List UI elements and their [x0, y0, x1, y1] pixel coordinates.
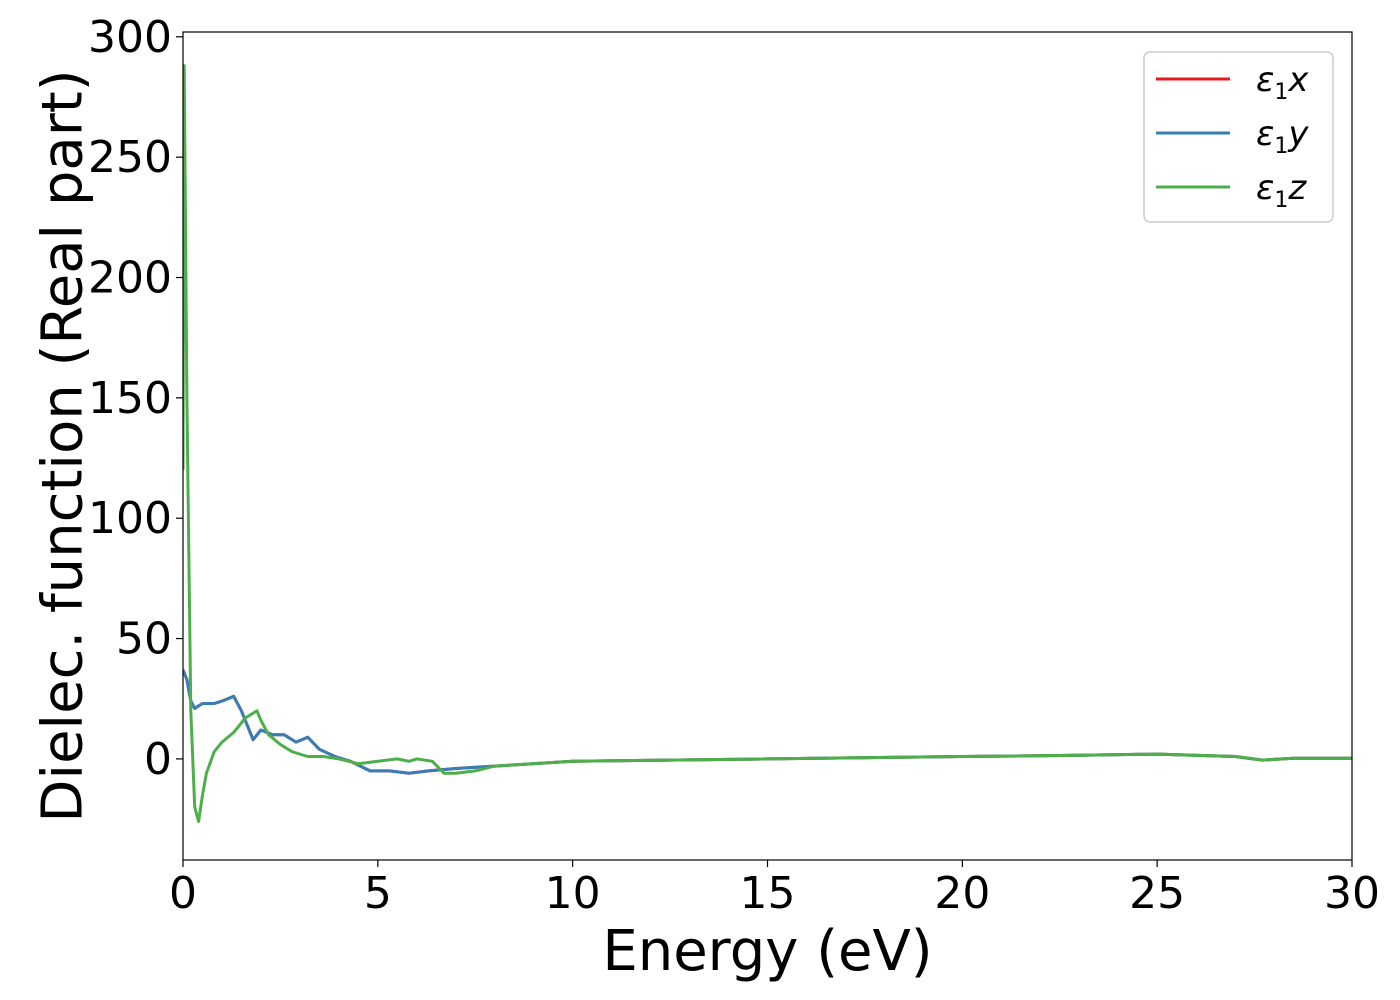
y-tick-label: 250 [88, 132, 172, 183]
x-tick-label: 10 [545, 868, 601, 919]
y-tick-label: 50 [116, 614, 172, 665]
x-tick-label: 15 [740, 868, 796, 919]
x-tick-label: 5 [364, 868, 392, 919]
y-tick-label: 150 [88, 373, 172, 424]
x-tick-label: 25 [1129, 868, 1185, 919]
y-tick-label: 300 [88, 12, 172, 63]
series-layer [183, 64, 1352, 823]
x-axis-label: Energy (eV) [602, 919, 932, 984]
y-tick-label: 0 [144, 734, 172, 785]
x-tick-label: 0 [169, 868, 197, 919]
series-line-ε1z [183, 64, 1352, 823]
y-tick-label: 100 [88, 493, 172, 544]
x-tick-label: 20 [934, 868, 990, 919]
legend-label: ε1y [1256, 114, 1309, 159]
legend: ε1x ε1y ε1z [1143, 51, 1334, 223]
y-axis-label: Dielec. function (Real part) [31, 69, 96, 822]
legend-label: ε1x [1256, 60, 1309, 105]
x-tick-label: 30 [1324, 868, 1380, 919]
legend-label: ε1z [1256, 168, 1307, 213]
legend-box [1143, 51, 1334, 223]
y-tick-label: 200 [88, 253, 172, 304]
